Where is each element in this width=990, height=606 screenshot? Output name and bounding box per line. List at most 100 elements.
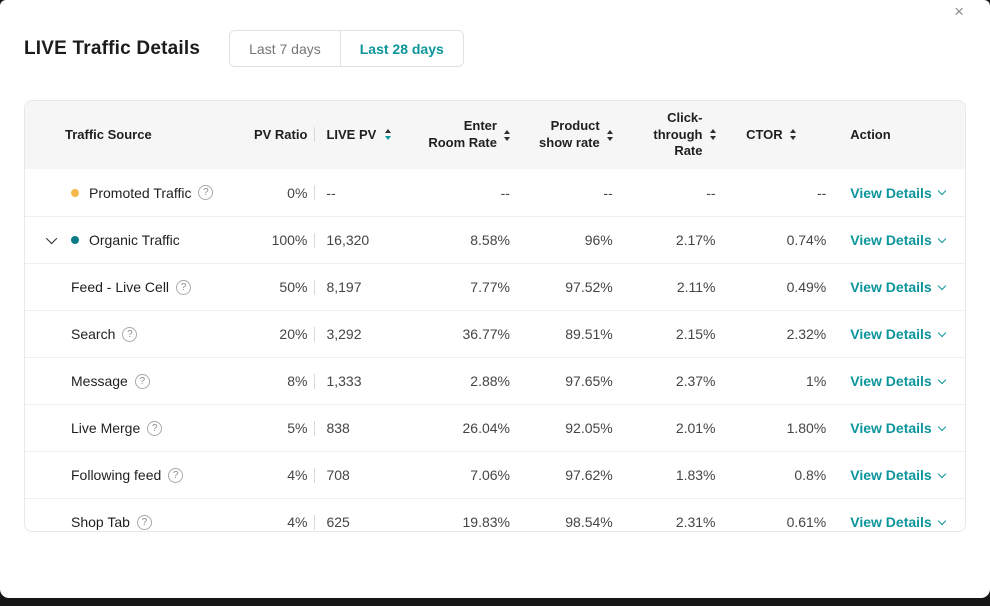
ctor-cell: 0.49% [786, 279, 827, 295]
traffic-source-name: Message [71, 373, 128, 389]
chevron-down-icon [937, 186, 946, 196]
chevron-down-icon [937, 234, 946, 243]
ctor-cell: 1.80% [786, 420, 827, 436]
chevron-down-icon [937, 469, 946, 478]
page-title: LIVE Traffic Details [24, 37, 201, 59]
col-header-ctor[interactable]: CTOR [716, 127, 827, 144]
enter-room-rate-cell: 26.04% [462, 420, 510, 436]
chevron-down-icon [937, 422, 946, 431]
view-details-link[interactable]: View Details [850, 373, 946, 389]
enter-room-rate-cell: 19.83% [462, 514, 510, 530]
col-header-action: Action [850, 126, 891, 142]
enter-room-rate-cell: 7.06% [470, 467, 510, 483]
traffic-source-name: Following feed [71, 467, 162, 483]
sort-icon-live-pv[interactable] [385, 129, 392, 141]
chevron-down-icon [937, 516, 946, 525]
enter-room-rate-cell: 2.88% [470, 373, 510, 389]
column-divider [314, 127, 316, 143]
organic-traffic-dot [71, 236, 79, 244]
help-icon[interactable]: ? [176, 279, 192, 295]
product-show-rate-cell: 89.51% [565, 326, 613, 342]
help-icon[interactable]: ? [198, 185, 214, 200]
help-icon[interactable]: ? [168, 467, 184, 483]
ctor-cell: 0.8% [794, 467, 827, 483]
traffic-source-name: Promoted Traffic [89, 184, 192, 201]
traffic-source-name: Live Merge [71, 420, 141, 436]
traffic-source-name: Search [71, 326, 116, 342]
sort-icon-ctor[interactable] [789, 129, 796, 141]
sort-icon-enter-room-rate[interactable] [503, 129, 510, 141]
click-through-rate-cell: 2.11% [676, 279, 716, 295]
live-pv-cell: 1,333 [326, 373, 362, 389]
product-show-rate-cell: 97.65% [565, 373, 613, 389]
product-show-rate-cell: -- [603, 184, 613, 201]
col-header-product-show-rate[interactable]: Product show rate [510, 118, 613, 152]
ctor-cell: 0.74% [786, 232, 827, 248]
view-details-link[interactable]: View Details [850, 514, 946, 530]
table-row-following-feed: Following feed ? 4% 708 7.06% 97.62% 1.8… [25, 451, 965, 498]
view-details-link[interactable]: View Details [850, 420, 946, 436]
modal-header: LIVE Traffic Details Last 7 days Last 28… [0, 0, 990, 67]
product-show-rate-cell: 97.62% [565, 467, 613, 483]
chevron-down-icon [937, 328, 946, 337]
col-header-enter-room-rate[interactable]: Enter Room Rate [417, 118, 510, 152]
click-through-rate-cell: -- [706, 184, 716, 201]
product-show-rate-cell: 96% [584, 232, 613, 248]
enter-room-rate-cell: 36.77% [462, 326, 510, 342]
product-show-rate-cell: 92.05% [565, 420, 613, 436]
sort-icon-product-show-rate[interactable] [606, 129, 613, 141]
live-pv-cell: 3,292 [326, 326, 362, 342]
col-header-click-through-rate[interactable]: Click-through Rate [613, 110, 716, 161]
table-row-live-merge: Live Merge ? 5% 838 26.04% 92.05% 2.01% … [25, 404, 965, 451]
enter-room-rate-cell: 7.77% [470, 279, 510, 295]
collapse-chevron-icon[interactable] [45, 232, 58, 245]
product-show-rate-cell: 97.52% [565, 279, 613, 295]
help-icon[interactable]: ? [136, 514, 152, 530]
chevron-down-icon [937, 375, 946, 384]
pv-ratio-cell: 50% [279, 279, 308, 295]
view-details-link[interactable]: View Details [850, 326, 946, 342]
click-through-rate-cell: 2.01% [675, 420, 716, 436]
product-show-rate-cell: 98.54% [565, 514, 613, 530]
chevron-down-icon [937, 281, 946, 290]
close-icon[interactable]: × [954, 2, 964, 21]
pv-ratio-cell: 20% [279, 326, 308, 342]
traffic-source-name: Organic Traffic [89, 232, 180, 248]
table-row-organic-traffic[interactable]: Organic Traffic 100% 16,320 8.58% 96% 2.… [25, 216, 965, 263]
view-details-link[interactable]: View Details [850, 232, 946, 248]
table-row-message: Message ? 8% 1,333 2.88% 97.65% 2.37% 1%… [25, 357, 965, 404]
click-through-rate-cell: 2.15% [675, 326, 716, 342]
traffic-table: Traffic Source PV Ratio LIVE PV Enter Ro… [24, 100, 966, 532]
live-pv-cell: 625 [326, 514, 350, 530]
enter-room-rate-cell: -- [500, 184, 510, 201]
enter-room-rate-cell: 8.58% [470, 232, 510, 248]
live-pv-cell: 16,320 [326, 232, 370, 248]
view-details-link[interactable]: View Details [850, 279, 946, 295]
ctor-cell: -- [816, 184, 827, 201]
col-header-pv-ratio: PV Ratio [253, 126, 308, 142]
table-row-search: Search ? 20% 3,292 36.77% 89.51% 2.15% 2… [25, 310, 965, 357]
help-icon[interactable]: ? [134, 373, 150, 389]
click-through-rate-cell: 2.37% [675, 373, 716, 389]
col-header-live-pv[interactable]: LIVE PV [307, 127, 417, 144]
sort-icon-click-through-rate[interactable] [709, 129, 716, 141]
help-icon[interactable]: ? [122, 326, 138, 342]
pv-ratio-cell: 100% [271, 232, 308, 248]
click-through-rate-cell: 1.83% [675, 467, 716, 483]
table-header-row: Traffic Source PV Ratio LIVE PV Enter Ro… [25, 101, 965, 169]
table-row-feed-live-cell: Feed - Live Cell ? 50% 8,197 7.77% 97.52… [25, 263, 965, 310]
tab-last-28-days[interactable]: Last 28 days [339, 31, 463, 66]
view-details-link[interactable]: View Details [850, 185, 946, 201]
promoted-traffic-dot [71, 188, 79, 197]
help-icon[interactable]: ? [147, 420, 163, 436]
col-header-traffic-source: Traffic Source [65, 126, 152, 142]
ctor-cell: 2.32% [786, 326, 827, 342]
click-through-rate-cell: 2.17% [675, 232, 716, 248]
ctor-cell: 0.61% [786, 514, 827, 530]
pv-ratio-cell: 8% [287, 373, 308, 389]
view-details-link[interactable]: View Details [850, 467, 946, 483]
live-pv-cell: 8,197 [326, 279, 362, 295]
live-pv-cell: -- [326, 184, 336, 201]
tab-last-7-days[interactable]: Last 7 days [230, 31, 340, 66]
